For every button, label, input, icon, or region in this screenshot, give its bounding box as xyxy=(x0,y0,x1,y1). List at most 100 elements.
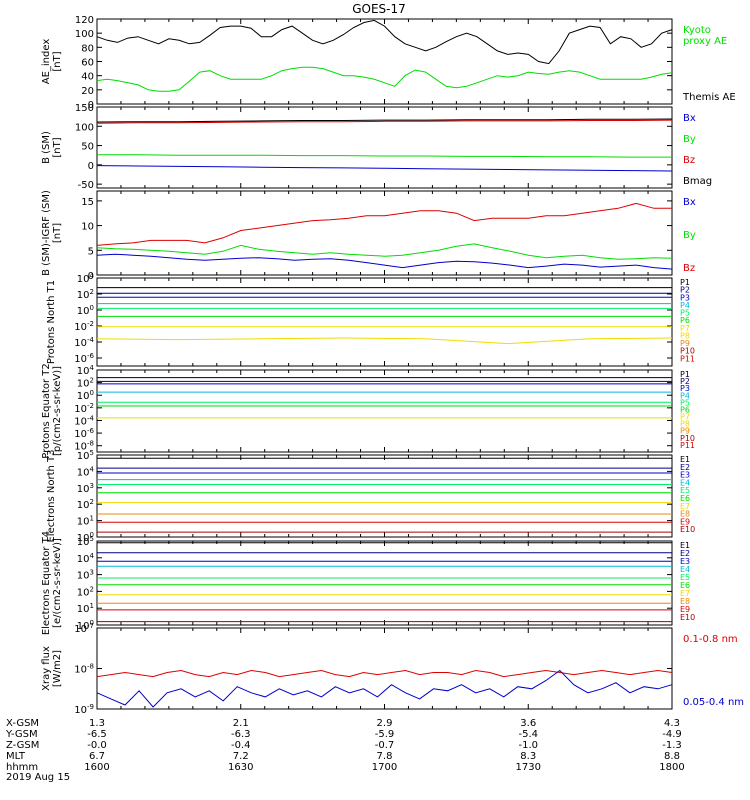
y-tick-label: 10-2 xyxy=(74,320,94,333)
legend-label: E5 xyxy=(680,573,690,582)
footer-value: 1600 xyxy=(84,762,109,773)
series-line xyxy=(96,669,673,708)
y-tick-label: 50 xyxy=(81,142,94,153)
legend-label: E7 xyxy=(680,502,690,511)
footer-value: 1800 xyxy=(659,762,684,773)
series-line xyxy=(96,337,673,345)
legend-label: P11 xyxy=(680,354,695,363)
y-axis-label: B (SM) xyxy=(41,131,52,164)
y-axis-label: Electrons North T3 xyxy=(46,449,57,542)
y-tick-label: 103 xyxy=(77,482,94,495)
y-tick-label: 10 xyxy=(81,222,94,233)
legend-label: P2 xyxy=(680,286,690,295)
legend-label: E10 xyxy=(680,613,695,622)
legend-label: P7 xyxy=(680,413,690,422)
footer-value: 1630 xyxy=(228,762,253,773)
legend-label: P9 xyxy=(680,427,690,436)
legend-label: E3 xyxy=(680,471,690,480)
legend-label: Themis AE xyxy=(682,92,736,103)
footer-value: 1700 xyxy=(372,762,397,773)
footer-value: 8.8 xyxy=(664,751,680,762)
y-tick-label: 100 xyxy=(75,122,94,133)
y-tick-label: 102 xyxy=(77,585,94,598)
y-axis-label: Xray flux xyxy=(41,646,52,691)
y-tick-label: 10-8 xyxy=(74,440,94,453)
y-axis-label: Protons North T1 xyxy=(46,280,57,364)
legend-label: P5 xyxy=(680,309,690,318)
legend-label: Bmag xyxy=(683,176,712,187)
legend-label: P3 xyxy=(680,293,690,302)
panel-8: 10-9 10-8 10-7 Xray flux [W/m2] 0.1-0.8 nm 0.0… xyxy=(41,622,744,716)
footer-value: -0.4 xyxy=(231,740,251,751)
legend-label: P8 xyxy=(680,420,690,429)
legend-label: 0.05-0.4 nm xyxy=(683,697,744,708)
legend-label: E1 xyxy=(680,541,690,550)
legend-label: P10 xyxy=(680,347,695,356)
panel-6: 100 101 102 103 104 105 Electrons North T3 E1E2… xyxy=(46,449,695,544)
footer-value: -0.0 xyxy=(87,740,107,751)
y-tick-label: 40 xyxy=(81,72,94,83)
legend-label: E8 xyxy=(680,510,690,519)
legend-label: P4 xyxy=(680,301,690,310)
legend-label: P1 xyxy=(680,278,690,287)
y-tick-label: 104 xyxy=(77,465,95,478)
legend-label: P3 xyxy=(680,384,690,393)
footer-value: 2.9 xyxy=(377,718,393,729)
legend-label: P7 xyxy=(680,324,690,333)
footer-value: 2.1 xyxy=(233,718,249,729)
panel-7: 100 101 102 103 104 105 Electrons Equator T4 [e… xyxy=(41,531,695,635)
footer-row-label: X-GSM xyxy=(6,718,39,729)
legend-label: P4 xyxy=(680,391,690,400)
y-tick-label: 101 xyxy=(77,515,94,528)
y-tick-label: 104 xyxy=(77,552,95,565)
y-tick-label: 102 xyxy=(77,377,94,390)
y-tick-label: 100 xyxy=(77,389,94,402)
footer-value: -6.5 xyxy=(87,729,107,740)
series-line xyxy=(96,669,673,678)
legend-label: E2 xyxy=(680,463,690,472)
panel-3: 0 5 10 15 B (SM)-IGRF (SM) [nT] Bx By Bz xyxy=(41,190,696,282)
footer-value: -6.3 xyxy=(231,729,251,740)
legend-label: By xyxy=(683,230,696,241)
legend-label: E7 xyxy=(680,589,690,598)
legend-label: P2 xyxy=(680,377,690,386)
panel-frame xyxy=(96,277,673,367)
legend-label: P1 xyxy=(680,370,690,379)
y-tick-label: 10-2 xyxy=(74,402,94,415)
legend-label: P6 xyxy=(680,405,690,414)
y-axis-label: [p/(cm2-s-sr-keV)] xyxy=(52,366,63,456)
y-tick-label: 104 xyxy=(77,364,95,377)
plot-title: GOES-17 xyxy=(352,2,406,16)
y-tick-label: 100 xyxy=(77,304,94,317)
y-tick-label: 104 xyxy=(77,272,95,285)
footer-row-label: Z-GSM xyxy=(6,740,39,751)
footer-value: -1.3 xyxy=(662,740,682,751)
y-axis-label: [nT] xyxy=(52,137,63,157)
series-line xyxy=(96,19,673,65)
footer-value: 1730 xyxy=(516,762,541,773)
series-line xyxy=(96,66,673,92)
y-axis-label: AE_index xyxy=(41,39,52,85)
footer-row-label: hhmm xyxy=(6,762,38,773)
footer-value: 7.2 xyxy=(233,751,249,762)
y-tick-label: 100 xyxy=(77,619,94,632)
footer-value: -5.9 xyxy=(375,729,395,740)
footer-value: -5.4 xyxy=(518,729,538,740)
footer-value: 6.7 xyxy=(89,751,105,762)
legend-label: E4 xyxy=(680,565,690,574)
footer-value: -4.9 xyxy=(662,729,682,740)
legend-label: E5 xyxy=(680,486,690,495)
legend-label: E6 xyxy=(680,494,690,503)
footer-row-label: MLT xyxy=(6,751,26,762)
footer-value: 1.3 xyxy=(89,718,105,729)
legend-label: P11 xyxy=(680,441,695,450)
footer-value: 3.6 xyxy=(520,718,536,729)
legend-label: P6 xyxy=(680,316,690,325)
y-axis-label: [nT] xyxy=(52,223,63,243)
y-tick-label: 10-9 xyxy=(74,703,94,716)
y-tick-label: 100 xyxy=(77,531,94,544)
y-tick-label: 105 xyxy=(77,535,94,548)
legend-label: E4 xyxy=(680,478,690,487)
footer-row-label: Y-GSM xyxy=(5,729,38,740)
